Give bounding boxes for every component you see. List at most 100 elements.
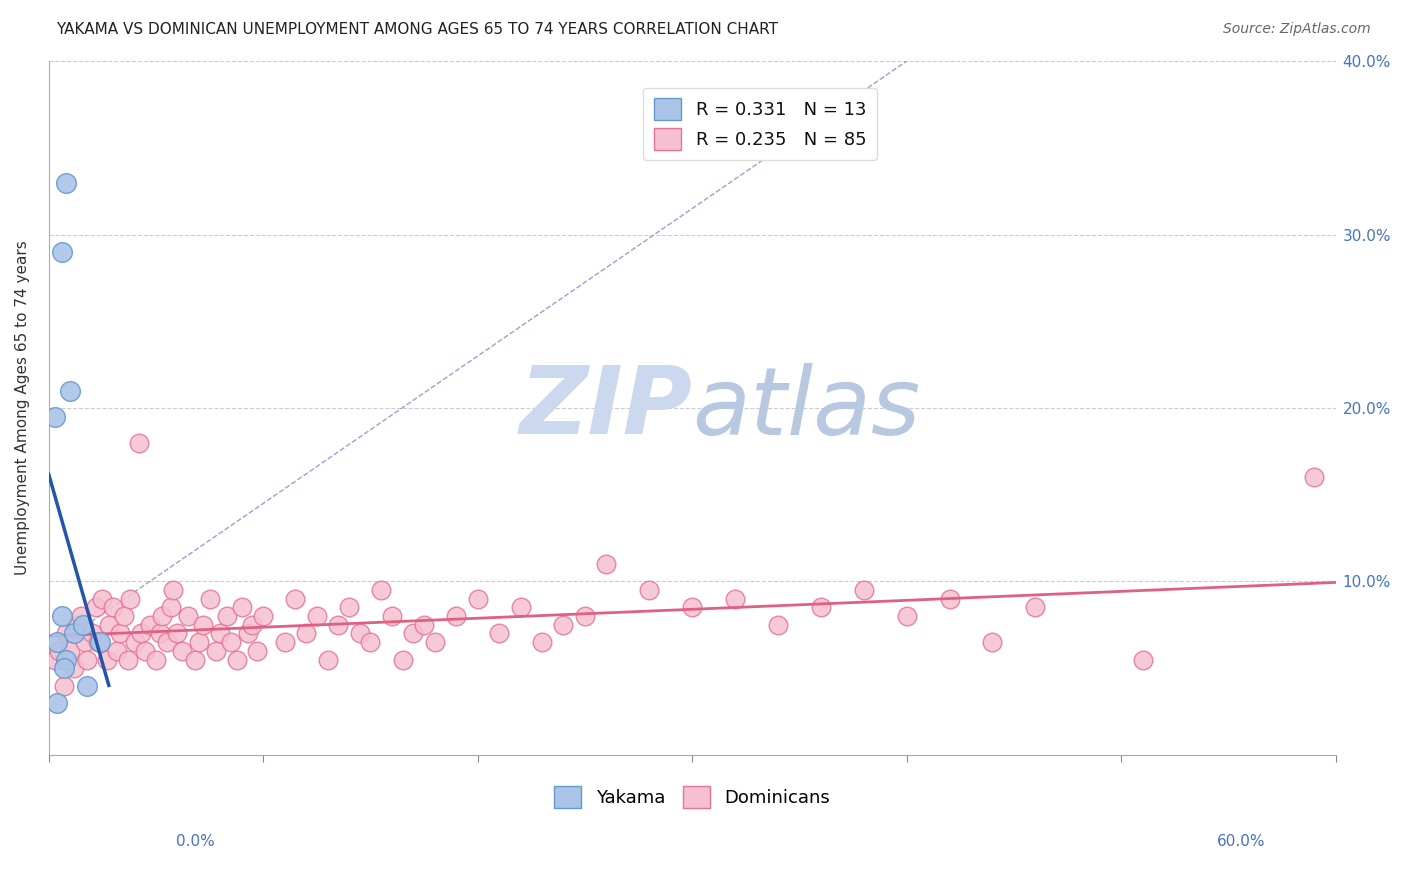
Point	[87, 635, 110, 649]
Point	[101, 600, 124, 615]
Point	[76, 652, 98, 666]
Point	[488, 626, 510, 640]
Point	[55, 176, 77, 190]
Point	[305, 609, 328, 624]
Point	[1303, 470, 1326, 484]
Point	[84, 600, 107, 615]
Point	[46, 635, 69, 649]
Point	[134, 644, 156, 658]
Point	[509, 600, 531, 615]
Point	[112, 609, 135, 624]
Point	[149, 626, 172, 640]
Point	[63, 626, 86, 640]
Point	[981, 635, 1004, 649]
Point	[166, 626, 188, 640]
Point	[52, 661, 75, 675]
Point	[574, 609, 596, 624]
Text: atlas: atlas	[692, 362, 921, 453]
Point	[284, 591, 307, 606]
Point	[724, 591, 747, 606]
Point	[108, 626, 131, 640]
Point	[51, 609, 73, 624]
Point	[97, 617, 120, 632]
Point	[160, 600, 183, 615]
Point	[938, 591, 960, 606]
Point	[145, 652, 167, 666]
Point	[766, 617, 789, 632]
Point	[370, 583, 392, 598]
Point	[444, 609, 467, 624]
Point	[152, 609, 174, 624]
Point	[51, 244, 73, 259]
Point	[242, 617, 264, 632]
Point	[402, 626, 425, 640]
Point	[531, 635, 554, 649]
Point	[349, 626, 371, 640]
Point	[896, 609, 918, 624]
Point	[120, 591, 142, 606]
Point	[316, 652, 339, 666]
Point	[44, 652, 66, 666]
Point	[170, 644, 193, 658]
Point	[59, 644, 82, 658]
Point	[124, 635, 146, 649]
Point	[219, 635, 242, 649]
Point	[209, 626, 232, 640]
Legend: Yakama, Dominicans: Yakama, Dominicans	[547, 779, 838, 815]
Point	[187, 635, 209, 649]
Point	[80, 626, 103, 640]
Point	[273, 635, 295, 649]
Point	[89, 635, 111, 649]
Point	[117, 652, 139, 666]
Point	[162, 583, 184, 598]
Text: 60.0%: 60.0%	[1218, 834, 1265, 849]
Point	[215, 609, 238, 624]
Text: YAKAMA VS DOMINICAN UNEMPLOYMENT AMONG AGES 65 TO 74 YEARS CORRELATION CHART: YAKAMA VS DOMINICAN UNEMPLOYMENT AMONG A…	[56, 22, 779, 37]
Point	[96, 652, 118, 666]
Point	[467, 591, 489, 606]
Point	[337, 600, 360, 615]
Text: 0.0%: 0.0%	[176, 834, 215, 849]
Point	[91, 591, 114, 606]
Point	[48, 644, 70, 658]
Point	[76, 679, 98, 693]
Point	[246, 644, 269, 658]
Point	[205, 644, 228, 658]
Point	[52, 679, 75, 693]
Point	[198, 591, 221, 606]
Point	[191, 617, 214, 632]
Point	[252, 609, 274, 624]
Point	[55, 652, 77, 666]
Point	[177, 609, 200, 624]
Point	[105, 644, 128, 658]
Point	[359, 635, 381, 649]
Point	[72, 617, 94, 632]
Text: ZIP: ZIP	[519, 362, 692, 454]
Point	[138, 617, 160, 632]
Point	[238, 626, 260, 640]
Point	[75, 635, 97, 649]
Point	[183, 652, 205, 666]
Point	[295, 626, 318, 640]
Point	[553, 617, 575, 632]
Point	[595, 557, 617, 571]
Point	[231, 600, 253, 615]
Point	[391, 652, 413, 666]
Point	[44, 409, 66, 424]
Point	[1132, 652, 1154, 666]
Point	[70, 609, 93, 624]
Point	[638, 583, 661, 598]
Point	[381, 609, 404, 624]
Y-axis label: Unemployment Among Ages 65 to 74 years: Unemployment Among Ages 65 to 74 years	[15, 241, 30, 575]
Text: Source: ZipAtlas.com: Source: ZipAtlas.com	[1223, 22, 1371, 37]
Point	[63, 661, 86, 675]
Point	[681, 600, 703, 615]
Point	[66, 617, 89, 632]
Point	[226, 652, 249, 666]
Point	[128, 435, 150, 450]
Point	[328, 617, 350, 632]
Point	[852, 583, 875, 598]
Point	[413, 617, 436, 632]
Point	[156, 635, 179, 649]
Point	[1024, 600, 1046, 615]
